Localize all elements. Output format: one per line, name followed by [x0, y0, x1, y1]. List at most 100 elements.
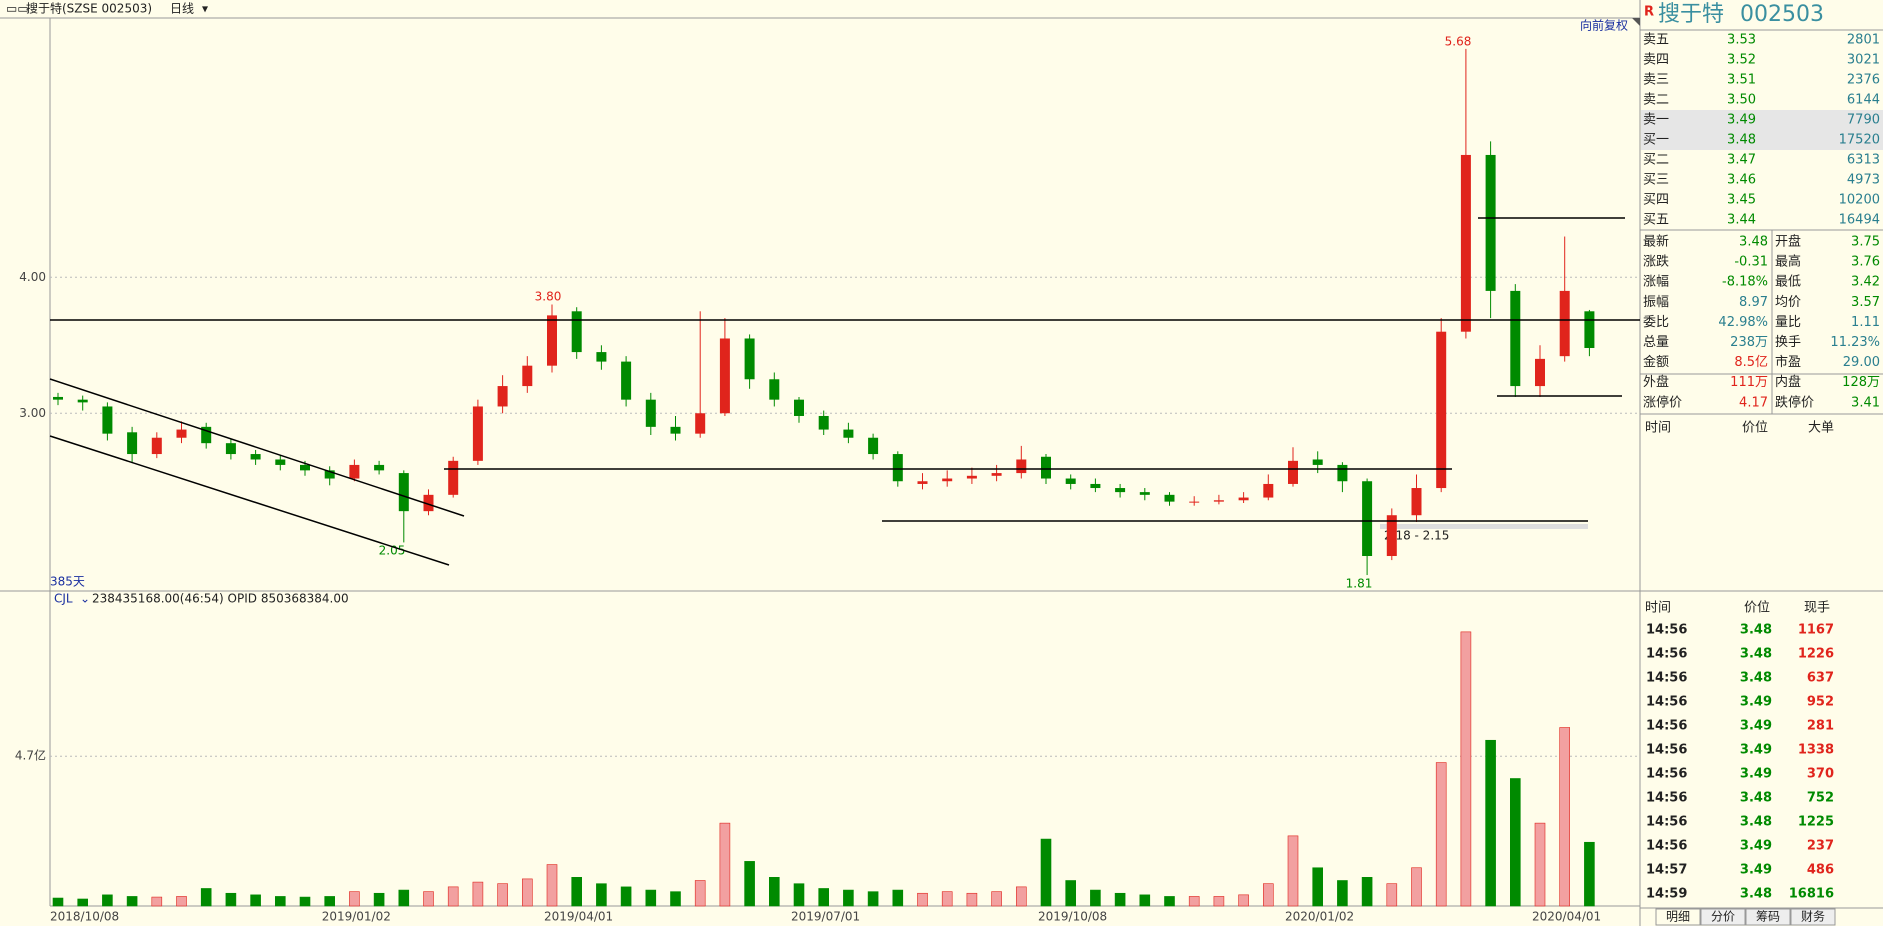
order-volume: 16494: [1839, 213, 1880, 228]
volume-bar: [324, 896, 336, 907]
volume-bar: [1584, 841, 1595, 907]
candle-body: [497, 386, 508, 407]
volume-bar: [917, 892, 928, 907]
volume-bar: [77, 898, 88, 907]
tab-label[interactable]: 财务: [1801, 909, 1825, 924]
volume-bar: [966, 892, 978, 907]
trade-price: 3.48: [1740, 623, 1772, 638]
column-header: 大单: [1808, 421, 1834, 436]
candle-body: [1312, 459, 1323, 465]
candle-body: [77, 399, 88, 403]
volume-bar: [1263, 883, 1274, 907]
stat-value: 42.98%: [1718, 315, 1768, 330]
trade-time: 14:57: [1646, 863, 1687, 878]
trade-time: 14:56: [1646, 671, 1687, 686]
volume-bar: [497, 883, 508, 907]
trade-time: 14:59: [1646, 887, 1687, 902]
volume-bar: [52, 897, 64, 907]
trade-price: 3.49: [1740, 719, 1772, 734]
candle-body: [1460, 154, 1471, 332]
trade-time: 14:56: [1646, 695, 1687, 710]
trade-time: 14:56: [1646, 767, 1687, 782]
stat-value: 4.17: [1739, 395, 1768, 410]
stat-label: 涨幅: [1643, 275, 1669, 290]
candle-body: [1139, 492, 1150, 495]
candle-body: [1436, 331, 1447, 489]
column-header: 现手: [1804, 601, 1830, 616]
candle-body: [818, 415, 829, 430]
tab[interactable]: [1700, 908, 1746, 926]
stat-label: 市盈: [1775, 354, 1801, 370]
order-label: 卖五: [1643, 33, 1669, 48]
candle-body: [374, 464, 385, 471]
volume-bar: [1164, 896, 1175, 907]
tab[interactable]: [1655, 908, 1701, 926]
candle-body: [794, 399, 804, 416]
order-price: 3.48: [1727, 133, 1756, 148]
tab[interactable]: [1745, 908, 1791, 926]
annotation: 5.68: [1445, 35, 1472, 49]
indicator-name[interactable]: CJL: [54, 592, 73, 606]
stat-value: 3.76: [1851, 255, 1880, 270]
stat-label: 金额: [1643, 354, 1669, 370]
tab-label[interactable]: 明细: [1666, 910, 1690, 924]
candle-body: [719, 338, 730, 414]
row-highlight: [1641, 130, 1883, 150]
tab-label[interactable]: 分价: [1711, 910, 1735, 924]
dropdown-arrow[interactable]: ⌄: [80, 592, 90, 606]
order-price: 3.47: [1727, 153, 1756, 168]
order-volume: 3021: [1847, 53, 1880, 68]
volume-bar: [1510, 778, 1521, 907]
stat-label: 最高: [1775, 254, 1801, 270]
trade-volume: 370: [1807, 767, 1834, 782]
candle-body: [621, 361, 632, 400]
volume-bar: [941, 891, 953, 907]
candle-body: [1535, 358, 1545, 387]
volume-bar: [472, 881, 484, 907]
volume-bar: [843, 889, 854, 907]
stat-value: -0.31: [1734, 255, 1768, 270]
order-volume: 10200: [1839, 193, 1880, 208]
y-tick-label: 3.00: [19, 406, 46, 420]
order-price: 3.45: [1727, 193, 1756, 208]
tab[interactable]: [1790, 908, 1836, 926]
stat-label: 振幅: [1643, 295, 1669, 310]
stat-value: 8.97: [1739, 295, 1768, 310]
volume-bar: [867, 891, 879, 907]
volume-bar: [1040, 838, 1052, 907]
candle-body: [102, 406, 113, 434]
candle-body: [1115, 488, 1126, 493]
candle-body: [645, 399, 656, 427]
volume-bar: [274, 896, 286, 907]
candle-body: [917, 481, 928, 484]
adjust-button[interactable]: 向前复权: [1580, 18, 1628, 33]
candle-body: [843, 429, 854, 438]
top-bar: [0, 0, 1640, 18]
stat-label: 外盘: [1643, 374, 1669, 390]
annotation: 2.05: [379, 544, 406, 558]
candle-body: [176, 429, 187, 438]
volume-bar: [423, 891, 434, 907]
trade-volume: 752: [1807, 791, 1834, 806]
annotation: 2.18 - 2.15: [1384, 529, 1449, 543]
volume-bar: [151, 896, 163, 907]
trade-volume: 1167: [1798, 623, 1834, 638]
candle-body: [151, 437, 162, 455]
candle-body: [522, 365, 533, 387]
trend-lines: [49, 217, 1640, 566]
dropdown-arrow[interactable]: ▾: [202, 2, 208, 16]
volume-bar: [349, 891, 360, 907]
security-title: 搜于特(SZSE 002503): [26, 1, 152, 16]
trade-price: 3.48: [1740, 887, 1772, 902]
volume-bar: [250, 894, 261, 907]
x-tick-label: 2019/04/01: [544, 910, 613, 924]
candle-body: [1411, 488, 1422, 516]
candle-body: [695, 413, 706, 434]
order-price: 3.50: [1727, 93, 1756, 108]
tab-label[interactable]: 筹码: [1756, 910, 1780, 924]
column-header: 价位: [1744, 601, 1770, 616]
trade-price: 3.48: [1740, 815, 1772, 830]
period-select[interactable]: 日线: [170, 2, 194, 16]
stat-value: 128万: [1842, 375, 1880, 390]
trade-time: 14:56: [1646, 719, 1687, 734]
